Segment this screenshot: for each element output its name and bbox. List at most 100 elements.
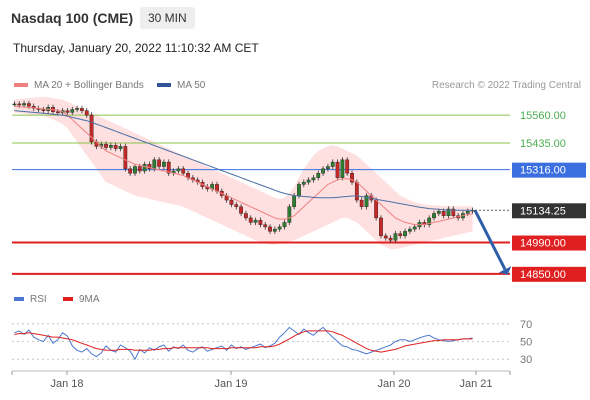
candle-body xyxy=(316,173,321,178)
candle-body xyxy=(17,103,22,106)
candle-body xyxy=(301,181,306,185)
candle-body xyxy=(263,224,268,228)
forecast-arrowhead xyxy=(498,266,512,275)
candle-body xyxy=(408,228,412,232)
candle-body xyxy=(441,211,446,216)
ma50-label: MA 50 xyxy=(177,80,206,91)
candle-body xyxy=(244,213,248,219)
candle-body xyxy=(123,146,128,169)
candle-body xyxy=(398,233,403,237)
candle-body xyxy=(89,114,94,143)
candle-body xyxy=(70,109,75,113)
legend-ma50: MA 50 xyxy=(157,80,205,91)
candle-body xyxy=(12,103,17,106)
candle-body xyxy=(354,181,359,201)
level-tag-15316.00 xyxy=(512,162,586,178)
candle-body xyxy=(239,206,243,214)
candle-body xyxy=(432,213,436,219)
legend-rsi: RSI xyxy=(14,294,47,305)
candle-body xyxy=(253,219,258,223)
candle-body xyxy=(268,226,272,232)
ma50-line xyxy=(14,110,473,211)
candle-body xyxy=(335,161,340,178)
instrument-title: Nasdaq 100 (CME) xyxy=(11,10,134,26)
candle-body xyxy=(311,177,316,181)
candle-body xyxy=(306,179,311,183)
candle-body xyxy=(84,110,89,116)
rsi-tick-label: 50 xyxy=(520,337,532,349)
candle-body xyxy=(272,228,277,232)
candle-body xyxy=(388,237,393,241)
candle-body xyxy=(118,146,123,149)
candle-body xyxy=(277,226,282,230)
candle-body xyxy=(287,206,292,223)
candle-body xyxy=(157,159,161,167)
level-tag-14850.00 xyxy=(512,266,586,282)
forecast-arrow xyxy=(473,209,507,271)
rsi-tick-label: 30 xyxy=(520,354,532,366)
candle-body xyxy=(104,143,108,148)
candle-body xyxy=(403,231,407,237)
legend-ma20: MA 20 + Bollinger Bands xyxy=(14,80,144,91)
candle-body xyxy=(113,145,118,149)
level-label-15316.00: 15316.00 xyxy=(520,165,566,177)
x-tick-label: Jan 20 xyxy=(377,378,410,390)
candle-body xyxy=(108,145,113,148)
candle-body xyxy=(142,164,147,172)
chart-header: Nasdaq 100 (CME) 30 MIN xyxy=(0,0,590,38)
candle-body xyxy=(181,168,186,174)
level-tag-15134.25 xyxy=(512,203,586,219)
candle-body xyxy=(133,166,137,174)
legend-9ma: 9MA xyxy=(63,294,100,305)
rsi-ma-line xyxy=(14,330,473,353)
candle-body xyxy=(80,108,84,111)
candle-body xyxy=(128,168,133,174)
candle-body xyxy=(446,208,451,216)
candle-body xyxy=(229,199,234,205)
candle-body xyxy=(465,211,470,214)
candle-body xyxy=(427,217,432,225)
candle-body xyxy=(350,173,354,183)
candle-body xyxy=(379,217,383,237)
x-tick-label: Jan 18 xyxy=(50,378,83,390)
ma9-label: 9MA xyxy=(79,294,100,305)
level-tag-14990.00 xyxy=(512,235,586,251)
candle-body xyxy=(393,233,398,241)
candle-body xyxy=(162,161,166,167)
candle-body xyxy=(345,159,350,174)
candle-body xyxy=(176,168,181,172)
candle-body xyxy=(292,195,297,207)
candle-body xyxy=(321,168,325,174)
bollinger-band xyxy=(14,96,473,250)
ma20-swatch xyxy=(14,83,28,88)
candle-body xyxy=(234,204,239,207)
candle-body xyxy=(166,161,171,174)
candle-body xyxy=(451,208,456,216)
level-label-15435.00: 15435.00 xyxy=(520,138,566,150)
candle-body xyxy=(383,235,388,239)
rsi-swatch xyxy=(14,297,24,302)
timeframe-badge[interactable]: 30 MIN xyxy=(140,7,195,29)
candle-body xyxy=(297,184,301,196)
candle-body xyxy=(258,219,263,225)
level-label-14850.00: 14850.00 xyxy=(520,269,566,281)
candle-body xyxy=(436,211,441,214)
candle-body xyxy=(282,222,287,228)
candle-body xyxy=(340,159,345,178)
ma50-swatch xyxy=(157,83,171,88)
level-label-14990.00: 14990.00 xyxy=(520,238,566,250)
ma20-label: MA 20 + Bollinger Bands xyxy=(34,80,144,91)
x-tick-label: Jan 19 xyxy=(214,378,247,390)
candle-body xyxy=(137,166,142,172)
credit-text: Research © 2022 Trading Central xyxy=(431,80,581,91)
candle-body xyxy=(147,164,152,169)
candle-body xyxy=(374,199,379,219)
level-label-15560.00: 15560.00 xyxy=(520,110,566,122)
timestamp: Thursday, January 20, 2022 11:10:32 AM C… xyxy=(13,41,259,55)
candle-body xyxy=(248,217,253,223)
candle-body xyxy=(359,199,364,207)
ma20-line xyxy=(14,105,473,226)
candle-body xyxy=(75,108,79,110)
candle-body xyxy=(330,161,335,167)
